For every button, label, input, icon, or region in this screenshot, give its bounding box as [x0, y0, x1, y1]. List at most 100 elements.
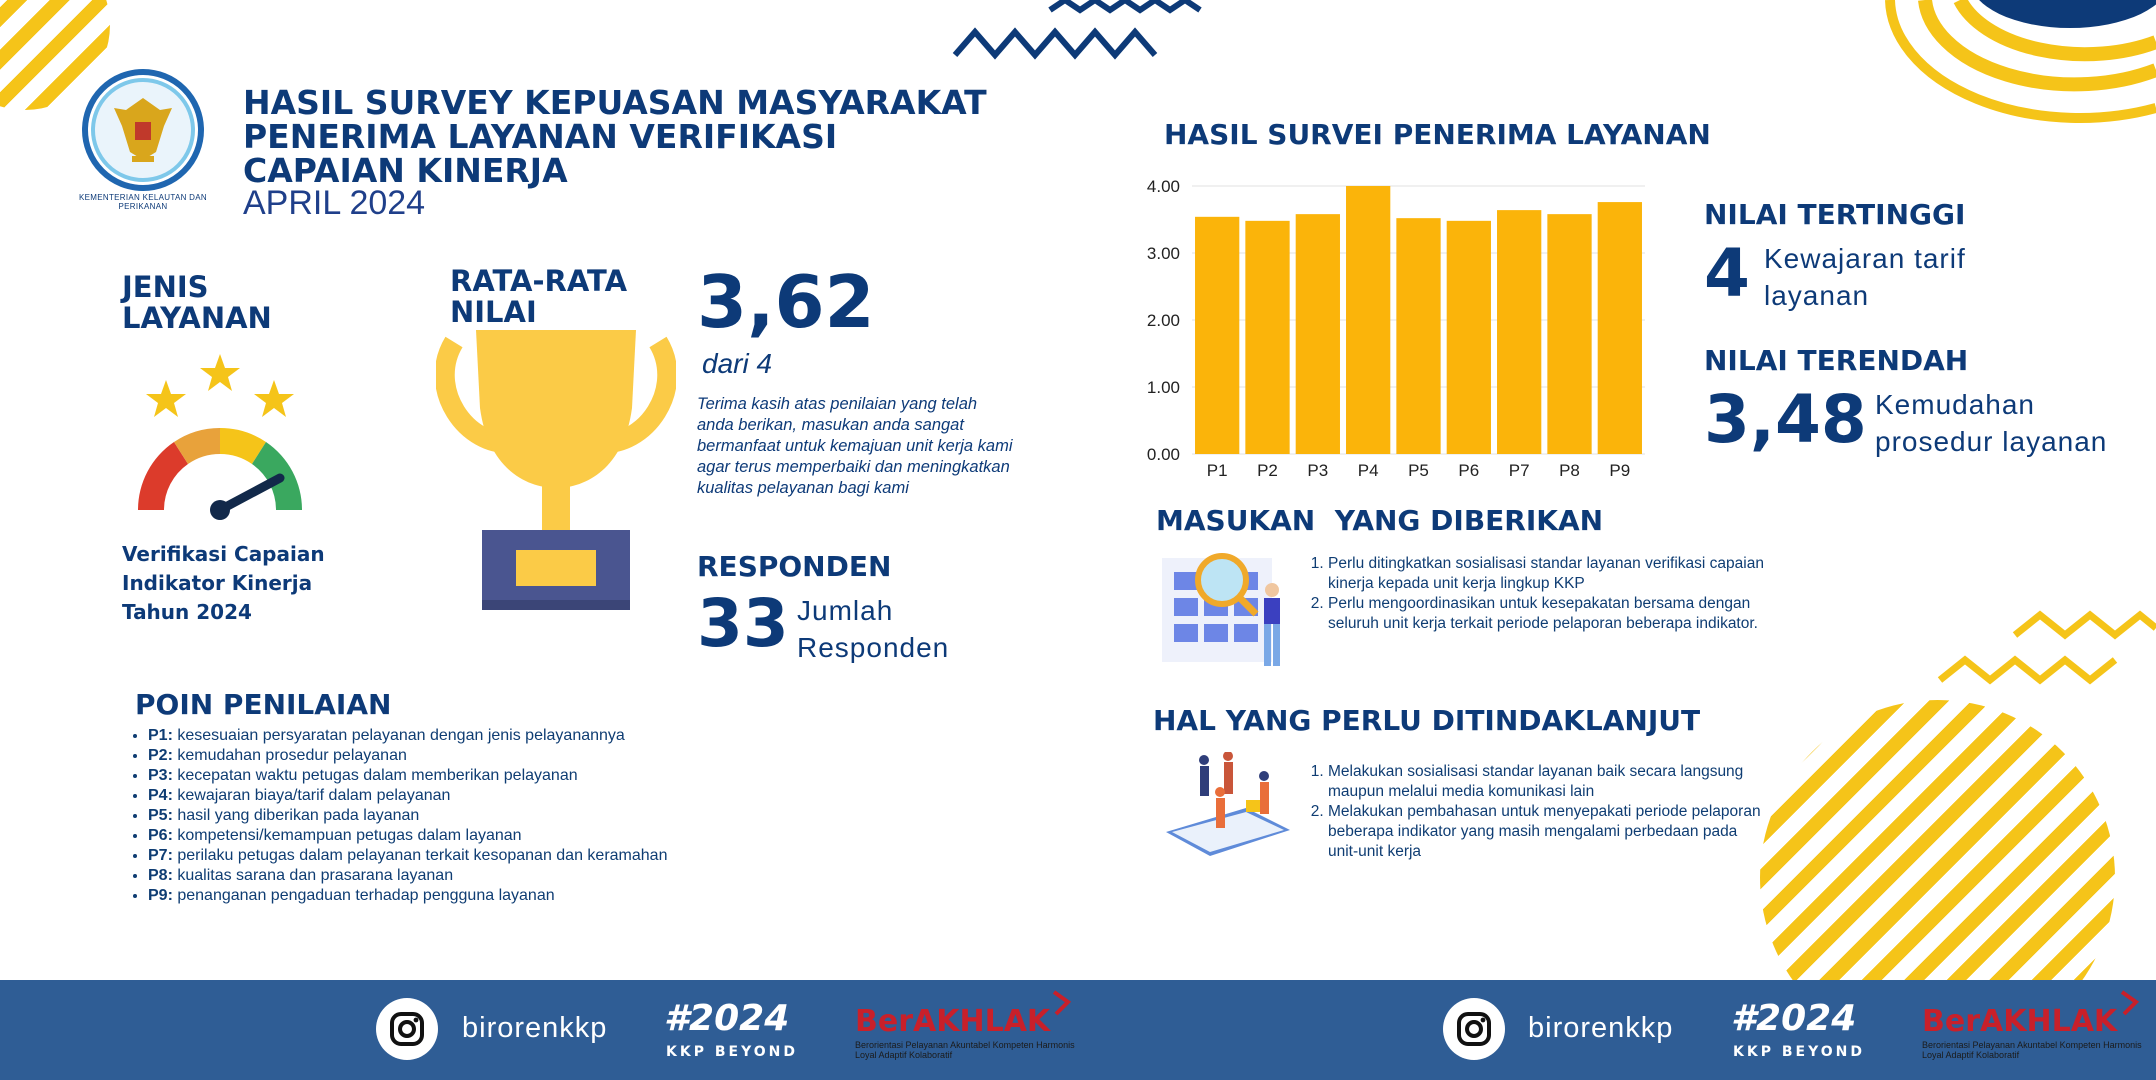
- masukan-list: Perlu ditingkatkan sosialisasi standar l…: [1306, 554, 1768, 634]
- jenis-layanan-heading-line-1: JENIS: [122, 270, 209, 304]
- instagram-icon[interactable]: [1443, 998, 1505, 1060]
- rating-gauge-icon: [137, 354, 303, 520]
- title-line-2: PENERIMA LAYANAN VERIFIKASI: [243, 117, 838, 156]
- list-item: P4: kewajaran biaya/tarif dalam pelayana…: [148, 786, 968, 806]
- list-item: P6: kompetensi/kemampuan petugas dalam l…: [148, 826, 968, 846]
- x-tick-label: P9: [1609, 461, 1630, 480]
- nilai-terendah-label: Kemudahan prosedur layanan: [1875, 386, 2107, 460]
- poin-penilaian-list: P1: kesesuaian persyaratan pelayanan den…: [126, 726, 968, 906]
- x-tick-label: P5: [1408, 461, 1429, 480]
- list-item: Melakukan pembahasan untuk menyepakati p…: [1328, 802, 1768, 862]
- list-item: P9: penanganan pengaduan terhadap penggu…: [148, 886, 968, 906]
- bar-p4: [1346, 186, 1391, 454]
- period-label: APRIL 2024: [243, 184, 426, 222]
- rata-rata-scale: dari 4: [702, 348, 773, 379]
- jenis-layanan-desc-line-2: Indikator Kinerja: [122, 571, 313, 595]
- kkp-beyond-label: KKP BEYOND: [1733, 1044, 1865, 1060]
- kkp-2024-tag: #2024: [1731, 998, 1857, 1039]
- star-icon: [200, 354, 240, 391]
- page-title: HASIL SURVEY KEPUASAN MASYARAKAT PENERIM…: [243, 86, 987, 188]
- chevron-right-icon: [1052, 990, 1072, 1016]
- responden-label-line-2: Responden: [797, 632, 950, 663]
- x-tick-label: P6: [1458, 461, 1479, 480]
- responden-count: 33: [697, 585, 789, 662]
- footer-bar: birorenkkp #2024 KKP BEYOND BerAKHLAK Be…: [0, 980, 2156, 1080]
- chart-title: HASIL SURVEI PENERIMA LAYANAN: [1164, 118, 1711, 151]
- rata-rata-heading-line-1: RATA-RATA: [450, 264, 628, 298]
- jenis-layanan-heading: JENIS LAYANAN: [122, 272, 272, 334]
- list-item: Perlu ditingkatkan sosialisasi standar l…: [1328, 554, 1768, 594]
- kkp-logo: KEMENTERIAN KELAUTAN DAN PERIKANAN: [68, 68, 218, 218]
- y-tick-label: 0.00: [1147, 445, 1180, 464]
- y-tick-label: 2.00: [1147, 311, 1180, 330]
- jenis-layanan-desc: Verifikasi Capaian Indikator Kinerja Tah…: [122, 540, 325, 627]
- x-tick-label: P1: [1207, 461, 1228, 480]
- masukan-heading: MASUKAN YANG DIBERIKAN: [1156, 504, 1604, 537]
- logo-caption: KEMENTERIAN KELAUTAN DAN PERIKANAN: [79, 193, 207, 211]
- berakhlak-logo: BerAKHLAK: [1922, 1004, 2118, 1039]
- nilai-terendah-heading: NILAI TERENDAH: [1704, 344, 1969, 377]
- kkp-beyond-label: KKP BEYOND: [666, 1044, 798, 1060]
- tindak-lanjut-heading: HAL YANG PERLU DITINDAKLANJUT: [1153, 704, 1701, 737]
- star-icon: [254, 380, 294, 417]
- list-item: P8: kualitas sarana dan prasarana layana…: [148, 866, 968, 886]
- title-line-3: CAPAIAN KINERJA: [243, 151, 568, 190]
- jenis-layanan-desc-line-3: Tahun 2024: [122, 600, 252, 624]
- list-item: P5: hasil yang diberikan pada layanan: [148, 806, 968, 826]
- bar-p2: [1245, 220, 1290, 454]
- responden-label: Jumlah Responden: [797, 592, 949, 666]
- berakhlak-tagline: Berorientasi Pelayanan Akuntabel Kompete…: [855, 1040, 1075, 1060]
- responden-label-line-1: Jumlah: [797, 595, 894, 626]
- list-item: P1: kesesuaian persyaratan pelayanan den…: [148, 726, 968, 746]
- nilai-tertinggi-heading: NILAI TERTINGGI: [1704, 198, 1966, 231]
- nilai-terendah-value: 3,48: [1704, 381, 1867, 458]
- title-line-1: HASIL SURVEY KEPUASAN MASYARAKAT: [243, 83, 987, 122]
- berakhlak-tagline: Berorientasi Pelayanan Akuntabel Kompete…: [1922, 1040, 2142, 1060]
- instagram-handle-link[interactable]: birorenkkp: [1528, 1012, 1674, 1044]
- bar-p7: [1497, 210, 1542, 454]
- magnifier-illustration-icon: [1162, 553, 1280, 666]
- star-icon: [146, 380, 186, 417]
- bar-p8: [1547, 214, 1592, 454]
- list-item: P7: perilaku petugas dalam pelayanan ter…: [148, 846, 968, 866]
- x-tick-label: P3: [1307, 461, 1328, 480]
- top-right-arcs-decoration: [1885, 0, 2156, 124]
- tindak-lanjut-list: Melakukan sosialisasi standar layanan ba…: [1306, 762, 1768, 862]
- nilai-tertinggi-value: 4: [1704, 235, 1750, 312]
- x-tick-label: P2: [1257, 461, 1278, 480]
- y-tick-label: 1.00: [1147, 378, 1180, 397]
- list-item: P3: kecepatan waktu petugas dalam member…: [148, 766, 968, 786]
- nilai-tertinggi-label-line-1: Kewajaran tarif: [1764, 243, 1966, 274]
- x-tick-label: P4: [1358, 461, 1379, 480]
- chevron-right-icon: [2120, 990, 2140, 1016]
- list-item: Perlu mengoordinasikan untuk kesepakatan…: [1328, 594, 1768, 634]
- y-tick-label: 4.00: [1147, 177, 1180, 196]
- berakhlak-logo: BerAKHLAK: [855, 1004, 1051, 1039]
- y-tick-label: 3.00: [1147, 244, 1180, 263]
- kkp-2024-tag: #2024: [664, 998, 790, 1039]
- nilai-tertinggi-label: Kewajaran tarif layanan: [1764, 240, 1966, 314]
- rata-rata-message: Terima kasih atas penilaian yang telah a…: [697, 395, 1013, 497]
- nilai-terendah-label-line-1: Kemudahan: [1875, 389, 2036, 420]
- zigzag-decoration: [952, 0, 1202, 60]
- bar-p9: [1597, 202, 1642, 454]
- poin-penilaian-heading: POIN PENILAIAN: [135, 688, 392, 721]
- instagram-handle-link[interactable]: birorenkkp: [462, 1012, 608, 1044]
- team-planning-illustration-icon: [1166, 752, 1290, 856]
- bar-p6: [1446, 220, 1491, 454]
- list-item: P2: kemudahan prosedur pelayanan: [148, 746, 968, 766]
- jenis-layanan-desc-line-1: Verifikasi Capaian: [122, 542, 325, 566]
- bar-p3: [1295, 214, 1340, 454]
- instagram-icon[interactable]: [376, 998, 438, 1060]
- x-tick-label: P7: [1509, 461, 1530, 480]
- rata-rata-heading: RATA-RATA NILAI: [450, 266, 627, 328]
- trophy-icon: [436, 330, 676, 610]
- rata-rata-heading-line-2: NILAI: [450, 295, 537, 329]
- right-zigzag-decoration: [1937, 610, 2156, 685]
- nilai-terendah-label-line-2: prosedur layanan: [1875, 426, 2108, 457]
- responden-heading: RESPONDEN: [697, 550, 892, 583]
- bar-p1: [1195, 216, 1240, 454]
- bar-p5: [1396, 218, 1441, 454]
- x-tick-label: P8: [1559, 461, 1580, 480]
- nilai-tertinggi-label-line-2: layanan: [1764, 280, 1870, 311]
